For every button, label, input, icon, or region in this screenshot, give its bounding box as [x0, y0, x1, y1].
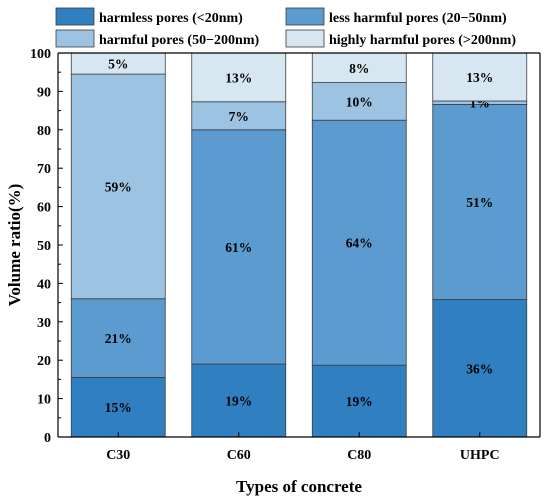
data-label: 8%: [349, 61, 369, 76]
bar-segment-c60-4: [191, 52, 287, 103]
data-label: 19%: [346, 394, 373, 409]
data-label: 21%: [105, 331, 132, 346]
legend-swatch: [285, 29, 325, 48]
data-label: 7%: [229, 109, 249, 124]
y-tick-label: 60: [37, 201, 51, 216]
bar-segment-c60-3: [191, 101, 287, 131]
y-tick-label: 90: [37, 85, 51, 100]
legend-swatch: [55, 7, 95, 26]
x-axis-title: Types of concrete: [236, 477, 362, 496]
bar-segment-c60-2: [191, 129, 287, 365]
bar-segment-c60-1: [191, 363, 287, 438]
x-tick-label: UHPC: [460, 448, 500, 463]
bar-segment-uhpc-1: [432, 299, 528, 438]
data-label: 61%: [225, 240, 252, 255]
x-tick-label: C60: [227, 448, 251, 463]
data-label: 59%: [105, 179, 132, 194]
data-label: 13%: [225, 70, 252, 85]
x-tick-label: C30: [106, 448, 130, 463]
legend: harmless pores (<20nm) less harmful pores…: [55, 7, 516, 48]
y-tick-label: 10: [37, 393, 51, 408]
bar-segment-c30-1: [70, 377, 166, 438]
data-label: 15%: [105, 400, 132, 415]
bar-segment-c80-4: [311, 52, 407, 83]
data-label: 10%: [346, 94, 373, 109]
y-tick-label: 80: [37, 124, 51, 139]
y-tick-label: 30: [37, 316, 51, 331]
y-tick-label: 0: [44, 431, 51, 446]
axes: 0 10 20 30 40 50 60 70 80 90 100 C30 C60 C80 UHPC: [30, 47, 541, 463]
legend-label: harmful pores (50−200nm): [99, 33, 259, 48]
bar-segment-c80-2: [311, 119, 407, 366]
legend-label: less harmful pores (20−50nm): [329, 11, 507, 26]
y-tick-label: 40: [37, 277, 51, 292]
y-axis-title: Volume ratio(%): [5, 184, 24, 307]
legend-swatch: [55, 29, 95, 48]
bar-segment-uhpc-4: [432, 52, 528, 102]
y-tick-label: 50: [37, 239, 51, 254]
data-label: 13%: [466, 70, 493, 85]
bar-segment-uhpc-2: [432, 104, 528, 300]
y-tick-label: 70: [37, 162, 51, 177]
bar-segment-c80-1: [311, 364, 407, 438]
y-tick-label: 20: [37, 354, 51, 369]
data-label: 36%: [466, 361, 493, 376]
legend-label: harmless pores (<20nm): [99, 11, 243, 26]
bars: 15% 21% 59% 5% 19% 61% 7% 13% 19% 64% 10% 8% 36% 51% 1…: [70, 52, 528, 438]
legend-label: highly harmful pores (>200nm): [329, 33, 516, 48]
data-label: 5%: [108, 57, 128, 72]
y-tick-label: 100: [30, 47, 51, 62]
data-label: 64%: [346, 236, 373, 251]
data-label: 19%: [225, 394, 252, 409]
legend-swatch: [285, 7, 325, 26]
x-tick-label: C80: [347, 448, 371, 463]
bar-segment-c30-2: [70, 298, 166, 378]
data-label: 51%: [466, 195, 493, 210]
